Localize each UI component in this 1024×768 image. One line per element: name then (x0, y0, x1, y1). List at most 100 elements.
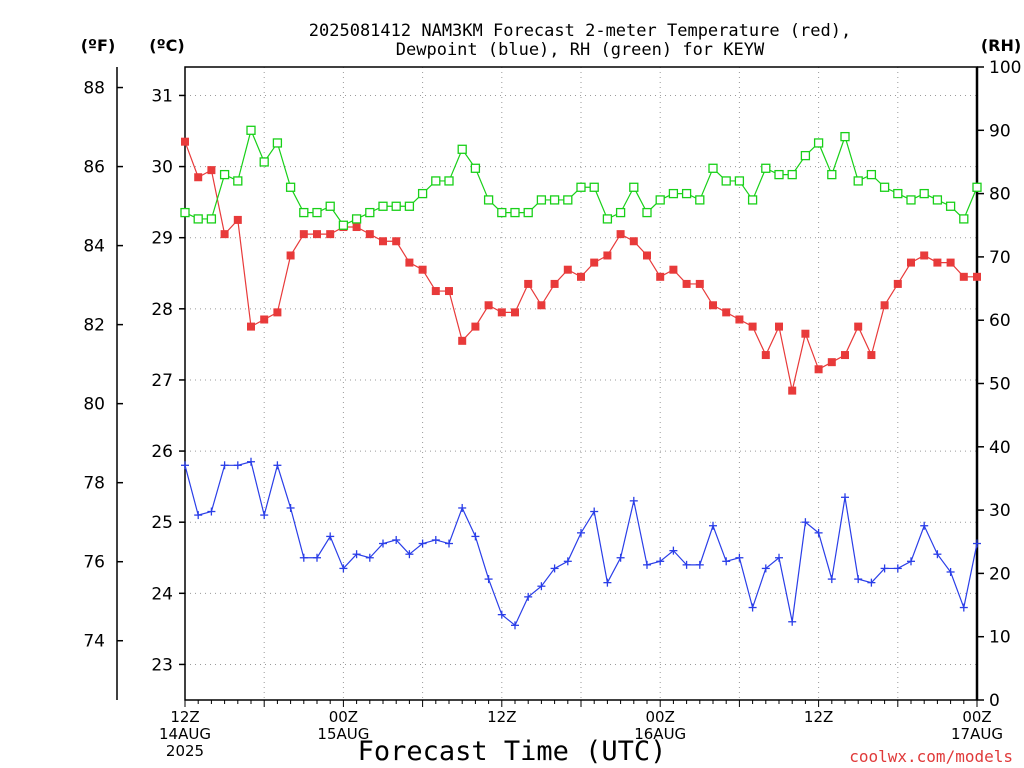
temperature-point (207, 166, 216, 175)
rh-point (734, 176, 745, 186)
rh-point (840, 131, 850, 142)
rh-tick-label: 30 (989, 501, 1011, 521)
temperature-point (590, 258, 599, 267)
celsius-tick-label: 27 (151, 371, 173, 391)
temperature-point (577, 272, 585, 281)
rh-point (246, 125, 256, 135)
rh-point (642, 207, 652, 218)
rh-point (391, 201, 401, 211)
dewpoint-point (788, 617, 797, 626)
temperature-point (788, 386, 797, 395)
dewpoint-point (286, 503, 295, 512)
temperature-point (603, 251, 612, 260)
rh-point (906, 195, 916, 205)
dewpoint-point (418, 539, 427, 548)
dewpoint-point (524, 592, 533, 601)
rh-tick-label: 70 (989, 248, 1011, 268)
dewpoint-line (184, 461, 978, 627)
dewpoint-point (511, 621, 519, 630)
temperature-point (867, 351, 876, 360)
temperature-point (352, 223, 361, 232)
dewpoint-point (616, 553, 625, 562)
rh-point (589, 182, 599, 192)
temperature-point (722, 308, 731, 317)
dewpoint-point (735, 553, 744, 562)
rh-point (365, 207, 375, 218)
rh-point (615, 207, 626, 218)
fahrenheit-tick-label: 82 (83, 316, 105, 336)
dewpoint-point (880, 564, 889, 573)
temperature-point (973, 272, 981, 281)
rh-point (285, 182, 296, 192)
temperature-point (907, 258, 915, 267)
temperature-point (801, 329, 810, 338)
dewpoint-point (946, 567, 955, 576)
plot-frame (184, 66, 978, 701)
temperature-point (933, 258, 942, 267)
dewpoint-point (656, 557, 665, 566)
rh-point (378, 201, 388, 211)
rh-point (668, 188, 679, 199)
dewpoint-point (352, 550, 361, 559)
dewpoint-point (247, 457, 255, 466)
dewpoint-point (484, 575, 493, 584)
rh-tick-label: 50 (989, 375, 1011, 395)
rh-point (800, 150, 811, 161)
rh-point (510, 207, 520, 218)
dewpoint-point (497, 610, 506, 619)
rh-point (219, 169, 230, 180)
dewpoint-point (814, 528, 823, 537)
dewpoint-point (775, 553, 783, 562)
dewpoint-point (563, 557, 572, 566)
fahrenheit-tick-label: 78 (83, 474, 105, 494)
rh-point (932, 195, 943, 205)
grid-layer (184, 67, 978, 700)
dewpoint-point (748, 603, 757, 612)
temperature-point (616, 230, 625, 239)
temperature-point (418, 265, 427, 274)
dewpoint-point (590, 507, 599, 516)
chart-title-line-1: 2025081412 NAM3KM Forecast 2-meter Tempe… (309, 21, 851, 41)
temperature-point (629, 237, 638, 246)
dewpoint-point (260, 511, 269, 520)
rh-point (945, 201, 956, 211)
chart-title-line-2: Dewpoint (blue), RH (green) for KEYW (396, 40, 765, 60)
celsius-tick-label: 23 (151, 655, 173, 675)
temperature-point (194, 173, 203, 182)
dewpoint-point (629, 496, 638, 505)
rh-point (299, 207, 309, 218)
temperature-point (880, 301, 889, 310)
celsius-tick-label: 24 (151, 584, 173, 604)
dewpoint-point (458, 503, 467, 512)
x-tick-label: 12Z (487, 708, 516, 726)
dewpoint-point (577, 528, 585, 537)
temperature-point (299, 230, 308, 239)
temperature-point (326, 230, 335, 239)
rh-point (813, 138, 824, 148)
temperature-point (511, 308, 519, 317)
dewpoint-point (299, 553, 308, 562)
rh-point (866, 169, 877, 180)
temperature-point (537, 301, 546, 310)
temperature-point (220, 230, 229, 239)
temperature-point (524, 279, 533, 288)
rh-point (655, 195, 665, 205)
temperature-point (497, 308, 506, 317)
dewpoint-point (643, 560, 651, 569)
dewpoint-point (431, 535, 440, 544)
rh-point (879, 182, 890, 192)
temperature-point (643, 251, 651, 260)
temperature-point (260, 315, 269, 324)
celsius-tick-label: 30 (151, 158, 173, 178)
x-tick-label: 12Z (804, 708, 833, 726)
dewpoint-point (339, 564, 348, 573)
rh-tick-label: 80 (989, 185, 1011, 205)
dewpoint-point (801, 518, 810, 527)
rh-point (523, 207, 533, 218)
temperature-point (893, 279, 902, 288)
celsius-tick-label: 28 (151, 300, 173, 320)
temperature-point (445, 287, 453, 296)
temperature-point (484, 301, 493, 310)
fahrenheit-tick-label: 84 (83, 237, 105, 257)
